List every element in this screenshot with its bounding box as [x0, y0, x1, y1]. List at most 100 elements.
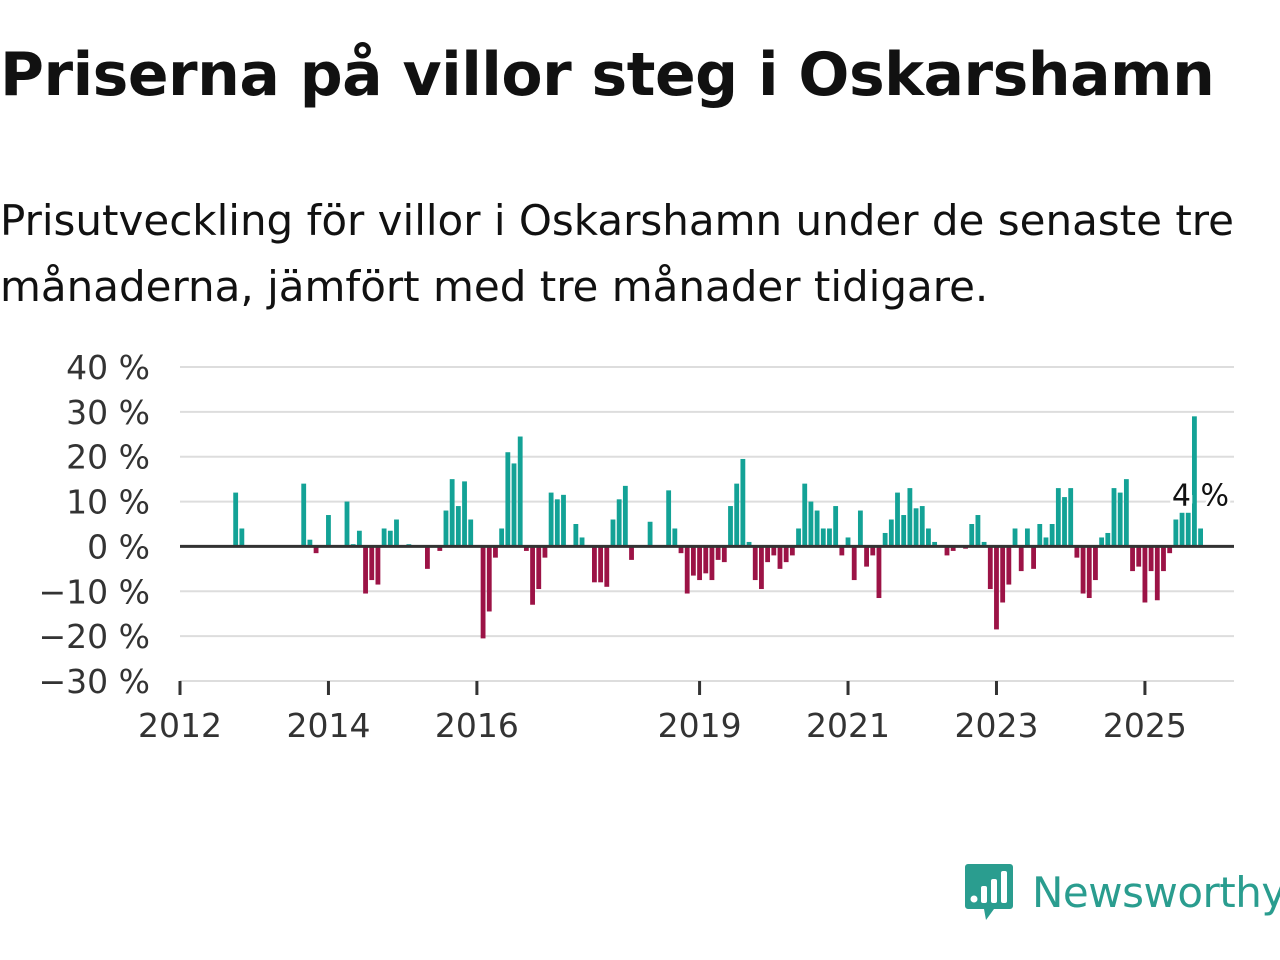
bar — [839, 546, 845, 556]
bar — [313, 546, 319, 554]
bar — [1117, 492, 1123, 547]
bar — [944, 546, 950, 556]
bar — [1111, 488, 1117, 547]
bar — [369, 546, 375, 581]
bar — [759, 546, 764, 590]
bar — [975, 515, 981, 547]
bar — [845, 537, 851, 547]
y-tick-label: 40 % — [66, 348, 150, 387]
bar — [864, 546, 869, 567]
bar — [1037, 524, 1043, 547]
bar — [808, 501, 814, 547]
bar — [796, 528, 801, 547]
y-tick-label: 20 % — [66, 438, 150, 477]
bar — [820, 528, 826, 547]
bar — [771, 546, 777, 556]
bar — [1105, 532, 1111, 547]
y-tick-label: 10 % — [66, 483, 150, 522]
x-tick-label: 2012 — [138, 706, 222, 740]
bar — [307, 539, 313, 547]
bar — [1018, 546, 1024, 572]
bar — [870, 546, 876, 556]
x-tick-label: 2021 — [806, 706, 890, 740]
bar — [1142, 546, 1148, 603]
bar — [740, 458, 746, 547]
bar — [969, 524, 975, 547]
bar — [579, 537, 585, 547]
newsworthy-logo: Newsworthy — [964, 862, 1280, 922]
bar — [913, 508, 919, 547]
bar — [1148, 546, 1154, 572]
bar — [994, 546, 999, 630]
bar — [548, 492, 554, 547]
bar — [783, 546, 789, 563]
bar — [536, 546, 542, 590]
bar — [1062, 497, 1067, 547]
x-tick-label: 2016 — [435, 706, 519, 740]
bar — [684, 546, 690, 594]
bar — [554, 499, 560, 547]
bar-chart: −30 % −20 % −10 % 0 % 10 % 20 % 30 % 40 % 2012 20… — [39, 348, 1234, 740]
bar — [381, 528, 387, 547]
bar — [449, 479, 455, 547]
bar — [1161, 546, 1166, 572]
bar — [480, 546, 486, 639]
bar — [511, 463, 517, 547]
bar — [1068, 488, 1074, 547]
bar — [1136, 546, 1142, 567]
bar — [629, 546, 634, 560]
bar — [721, 546, 727, 563]
bar — [746, 541, 752, 547]
bar — [666, 490, 672, 547]
bar — [1006, 546, 1012, 585]
bar — [523, 546, 529, 551]
bar — [833, 506, 839, 547]
bar — [765, 546, 771, 563]
bar — [455, 506, 461, 547]
bar — [573, 524, 579, 547]
bar — [1167, 546, 1173, 554]
bar — [239, 528, 245, 547]
bar — [1024, 528, 1030, 547]
bar — [468, 519, 474, 547]
bars — [233, 416, 1203, 639]
bar — [443, 510, 449, 547]
bar — [592, 546, 597, 583]
bar — [616, 499, 622, 547]
bar — [394, 519, 399, 547]
bar — [857, 510, 863, 547]
x-tick-label: 2014 — [286, 706, 370, 740]
bar — [827, 528, 832, 547]
bar — [542, 546, 548, 558]
bar — [1000, 546, 1006, 603]
bar — [882, 532, 888, 547]
bar — [1192, 416, 1197, 547]
bar — [437, 546, 443, 551]
bar — [907, 488, 913, 547]
bar — [561, 494, 566, 547]
bar — [926, 528, 931, 547]
bar — [425, 546, 430, 569]
bar — [678, 546, 684, 554]
y-tick-label: −10 % — [39, 572, 151, 611]
bar — [715, 546, 721, 560]
bar — [1154, 546, 1160, 601]
bar — [734, 483, 740, 547]
bar — [326, 515, 331, 547]
bar — [375, 546, 381, 585]
bar — [1198, 528, 1203, 547]
bar — [1049, 524, 1055, 547]
bar — [598, 546, 604, 583]
bar — [752, 546, 758, 581]
bar — [901, 515, 907, 547]
bar — [517, 436, 523, 547]
bar — [604, 546, 610, 587]
x-tick-label: 2025 — [1103, 706, 1187, 740]
bar — [789, 546, 795, 556]
bar — [1130, 546, 1135, 572]
axes: −30 % −20 % −10 % 0 % 10 % 20 % 30 % 40 % 2012 20… — [39, 348, 1234, 740]
bar — [1086, 546, 1092, 599]
bar — [1099, 537, 1105, 547]
bar — [499, 528, 505, 547]
bar — [1123, 479, 1129, 547]
